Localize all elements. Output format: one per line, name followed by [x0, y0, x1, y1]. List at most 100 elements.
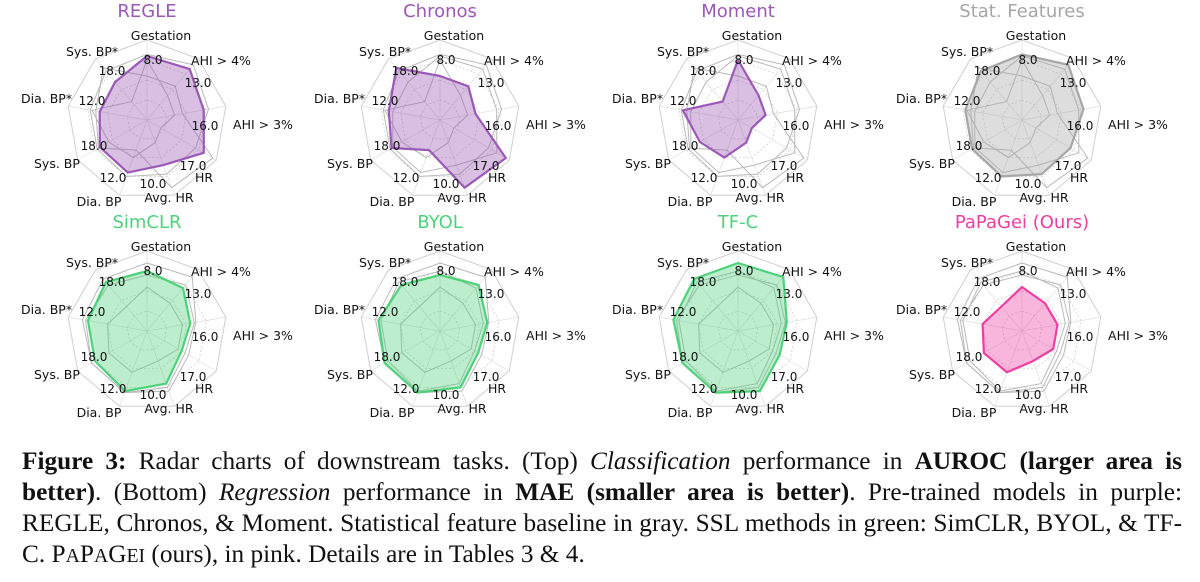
series-area	[672, 261, 788, 394]
tick-label: 16.0	[783, 119, 810, 133]
caption-figure-label: Figure 3:	[22, 447, 127, 475]
tick-label: 18.0	[672, 139, 699, 153]
radar-panel: Chronos 8.0 13.0 16.0 17.0 10.0 12.0 18.0 12.0 18…	[314, 1, 586, 209]
axis-label: Sys. BP	[909, 156, 955, 171]
radar-figure: REGLE 8.0 13.0 16.0 17.0 10.0 12.0 18.0 12.0 18.0…	[21, 1, 1168, 420]
axis-label: Gestation	[722, 239, 782, 254]
grid-spoke	[370, 330, 441, 372]
axis-label: Avg. HR	[1019, 190, 1068, 205]
axis-label: AHI > 4%	[191, 264, 251, 279]
tick-label: 18.0	[690, 64, 717, 78]
other-series-outline	[384, 58, 469, 159]
axis-label: HR	[488, 170, 506, 185]
grid-spoke	[737, 316, 817, 332]
tick-label: 18.0	[374, 139, 401, 153]
tick-label: 8.0	[436, 264, 455, 278]
axis-label: Avg. HR	[437, 190, 486, 205]
grid-ring	[942, 250, 1102, 407]
tick-label: 18.0	[99, 64, 126, 78]
axis-label: HR	[1070, 381, 1088, 396]
grid-spoke	[388, 269, 441, 332]
grid-ring	[360, 39, 520, 196]
grid-ring	[107, 290, 187, 370]
axis-label: AHI > 3%	[1108, 117, 1168, 132]
axis-label: Gestation	[1006, 239, 1066, 254]
grid-ring	[1001, 310, 1043, 351]
caption-text-3: . (Bottom)	[95, 478, 219, 506]
axis-label: AHI > 3%	[526, 117, 586, 132]
tick-label: 13.0	[776, 287, 803, 301]
tick-label: 18.0	[99, 275, 126, 289]
axis-label: Sys. BP*	[657, 255, 709, 270]
tick-label: 10.0	[731, 388, 758, 402]
axis-label: Dia. BP*	[896, 302, 947, 317]
axis-label: Gestation	[1006, 28, 1066, 43]
grid-ring	[982, 290, 1062, 370]
grid-spoke	[119, 330, 148, 407]
tick-label: 18.0	[974, 64, 1001, 78]
grid-ring	[67, 39, 227, 196]
axis-label: AHI > 3%	[233, 328, 293, 343]
axis-label: Dia. BP	[77, 405, 122, 420]
grid-ring	[678, 59, 798, 177]
axis-label: HR	[1070, 170, 1088, 185]
grid-spoke	[146, 316, 226, 332]
grid-ring	[419, 99, 461, 140]
other-series-outline	[698, 286, 775, 373]
grid-spoke	[970, 58, 1023, 121]
axis-label: HR	[195, 170, 213, 185]
other-series-outline	[974, 55, 1080, 174]
axis-label: AHI > 4%	[1066, 53, 1126, 68]
tick-label: 12.0	[79, 94, 106, 108]
radar-panel: Moment 8.0 13.0 16.0 17.0 10.0 12.0 18.0 12.0 18.…	[612, 1, 884, 209]
axis-label: AHI > 3%	[1108, 328, 1168, 343]
other-series-outline	[675, 274, 786, 394]
axis-label: Dia. BP	[77, 194, 122, 209]
tick-label: 10.0	[1015, 388, 1042, 402]
tick-label: 12.0	[670, 94, 697, 108]
tick-label: 13.0	[185, 76, 212, 90]
grid-spoke	[77, 330, 148, 372]
panel-title: TF-C	[717, 212, 758, 233]
axis-label: Sys. BP	[327, 156, 373, 171]
tick-label: 18.0	[374, 350, 401, 364]
grid-spoke	[1021, 119, 1092, 161]
axis-label: HR	[488, 381, 506, 396]
grid-spoke	[95, 58, 148, 121]
tick-label: 12.0	[691, 171, 718, 185]
grid-spoke	[146, 330, 175, 407]
caption-text-6: (ours), in pink. Details are in Tables 3…	[145, 540, 585, 568]
grid-spoke	[95, 269, 148, 332]
other-series-outline	[374, 262, 490, 394]
tick-label: 10.0	[140, 388, 167, 402]
tick-label: 16.0	[485, 330, 512, 344]
grid-spoke	[1021, 105, 1101, 121]
axis-label: HR	[786, 381, 804, 396]
axis-label: Sys. BP	[34, 367, 80, 382]
caption-text-2: performance in	[730, 447, 915, 475]
series-area	[377, 273, 489, 394]
tick-label: 16.0	[192, 330, 219, 344]
other-series-outline	[956, 262, 1072, 394]
axis-label: AHI > 3%	[824, 328, 884, 343]
grid-ring	[126, 99, 168, 140]
grid-spoke	[412, 330, 441, 407]
tick-label: 13.0	[478, 287, 505, 301]
grid-spoke	[1021, 269, 1074, 332]
axis-label: Dia. BP	[668, 194, 713, 209]
other-series-outline	[680, 53, 801, 177]
grid-spoke	[952, 330, 1023, 372]
tick-label: 12.0	[372, 305, 399, 319]
tick-label: 8.0	[734, 53, 753, 67]
caption-text-5: . Pre-trained models in purple: REGLE, C…	[22, 478, 1182, 568]
other-series-outline	[966, 58, 1051, 159]
grid-ring	[962, 59, 1082, 177]
grid-ring	[698, 290, 778, 370]
tick-label: 16.0	[192, 119, 219, 133]
grid-spoke	[68, 105, 148, 121]
axis-label: AHI > 4%	[782, 53, 842, 68]
axis-label: HR	[786, 170, 804, 185]
tick-label: 18.0	[81, 350, 108, 364]
grid-ring	[1001, 99, 1043, 140]
grid-spoke	[737, 119, 766, 196]
